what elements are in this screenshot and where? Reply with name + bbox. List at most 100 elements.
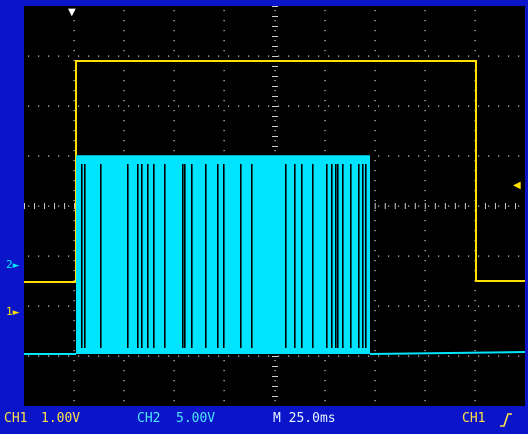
graticule-dot	[272, 36, 278, 37]
graticule-dot	[318, 355, 320, 357]
graticule-dot	[28, 105, 30, 107]
graticule-dot	[73, 40, 75, 42]
graticule-dot	[73, 290, 75, 292]
graticule-dot	[308, 355, 310, 357]
graticule-dot	[324, 390, 326, 392]
ch2-pulse-gap	[205, 164, 207, 348]
graticule-dot	[173, 100, 175, 102]
graticule-dot	[474, 380, 476, 382]
graticule-dot	[374, 40, 376, 42]
graticule-dot	[408, 355, 410, 357]
graticule-dot	[248, 355, 250, 357]
graticule-dot	[274, 120, 276, 122]
graticule-dot	[128, 105, 130, 107]
graticule-dot	[358, 355, 360, 357]
graticule-dot	[73, 60, 75, 62]
graticule-dot	[388, 355, 390, 357]
graticule-dot	[118, 55, 120, 57]
graticule-dot	[188, 55, 190, 57]
graticule-dot	[424, 50, 426, 52]
graticule-dot	[173, 390, 175, 392]
graticule-dot	[474, 360, 476, 362]
arrow-down-icon: ▼	[68, 7, 76, 18]
graticule-dot	[424, 170, 426, 172]
graticule-dot	[424, 370, 426, 372]
graticule-dot	[374, 290, 376, 292]
graticule-dot	[148, 105, 150, 107]
graticule-dot	[388, 255, 390, 257]
graticule-dot	[478, 255, 480, 257]
graticule-dot	[374, 160, 376, 162]
graticule-dot	[272, 106, 278, 107]
graticule-dot	[223, 120, 225, 122]
graticule-dot	[374, 340, 376, 342]
graticule-dot	[478, 55, 480, 57]
ch2-trace-segment	[369, 351, 526, 355]
graticule-dot	[374, 203, 376, 209]
graticule-dot	[223, 360, 225, 362]
graticule-dot	[73, 300, 75, 302]
graticule-dot	[424, 190, 426, 192]
graticule-dot	[478, 305, 480, 307]
graticule-dot	[458, 305, 460, 307]
graticule-dot	[158, 105, 160, 107]
graticule-dot	[438, 105, 440, 107]
graticule-dot	[448, 205, 450, 207]
graticule-dot	[108, 105, 110, 107]
graticule-dot	[118, 105, 120, 107]
graticule-dot	[504, 203, 506, 209]
graticule-dot	[378, 55, 380, 57]
graticule-dot	[48, 205, 50, 207]
graticule-dot	[424, 360, 426, 362]
graticule-dot	[98, 55, 100, 57]
graticule-dot	[228, 105, 230, 107]
graticule-dot	[248, 105, 250, 107]
graticule-dot	[488, 55, 490, 57]
graticule-dot	[398, 355, 400, 357]
ch2-pulse-gap	[362, 164, 364, 348]
ch2-pulse-gap	[147, 164, 149, 348]
graticule-dot	[123, 110, 125, 112]
graticule-dot	[272, 96, 278, 97]
graticule-dot	[123, 70, 125, 72]
ch2-ground-marker-label: 2	[6, 258, 13, 271]
ch2-pulse-gap	[191, 164, 193, 348]
graticule-dot	[368, 55, 370, 57]
graticule-dot	[238, 105, 240, 107]
ch2-pulse-gap	[84, 164, 86, 348]
graticule-dot	[228, 55, 230, 57]
graticule-dot	[374, 80, 376, 82]
graticule-dot	[374, 130, 376, 132]
ch2-pulse-gap	[365, 164, 367, 348]
graticule-dot	[123, 130, 125, 132]
graticule-dot	[272, 376, 278, 377]
graticule-dot	[288, 105, 290, 107]
graticule-dot	[98, 355, 100, 357]
trigger-position-marker[interactable]: ▼	[68, 8, 76, 18]
graticule-dot	[58, 155, 60, 157]
trigger-level-marker[interactable]: ◀	[513, 181, 521, 191]
ch2-pulse-gap	[81, 164, 83, 348]
graticule-dot	[274, 100, 276, 102]
graticule-dot	[324, 150, 326, 152]
ch1-ground-marker[interactable]: 1►	[6, 300, 20, 319]
graticule-dot	[274, 150, 276, 152]
graticule-dot	[258, 355, 260, 357]
graticule-dot	[272, 366, 278, 367]
graticule-dot	[123, 360, 125, 362]
graticule-dot	[78, 355, 80, 357]
graticule-dot	[518, 155, 520, 157]
graticule-dot	[434, 203, 436, 209]
graticule-dot	[424, 340, 426, 342]
graticule-dot	[374, 280, 376, 282]
graticule-dot	[73, 10, 75, 12]
graticule-dot	[488, 105, 490, 107]
graticule-dot	[444, 203, 446, 209]
graticule-dot	[268, 105, 270, 107]
graticule-dot	[374, 110, 376, 112]
graticule-dot	[238, 55, 240, 57]
waveform-plot	[24, 6, 526, 402]
ch2-ground-marker[interactable]: 2►	[6, 253, 20, 272]
graticule-dot	[448, 105, 450, 107]
graticule-dot	[218, 55, 220, 57]
